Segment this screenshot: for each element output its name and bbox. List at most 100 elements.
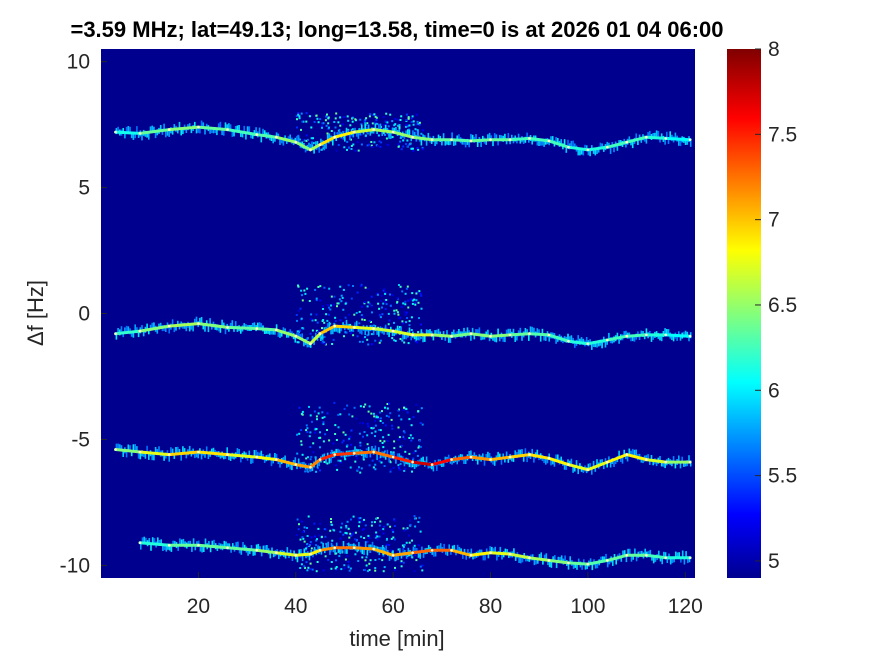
trace-halo-pixel	[183, 448, 186, 455]
trace-halo-pixel	[683, 460, 685, 467]
trace-halo-pixel	[662, 460, 665, 467]
trace-halo-pixel	[258, 452, 261, 459]
trace-segment	[489, 551, 512, 556]
trace-segment	[226, 128, 259, 137]
trace-segment	[528, 136, 551, 143]
trace-halo-pixel	[154, 132, 157, 139]
scatter-point	[416, 147, 419, 149]
scatter-point	[321, 126, 323, 129]
trace-segment	[352, 128, 376, 134]
scatter-point	[337, 459, 340, 462]
scatter-point	[410, 121, 413, 123]
trace-halo-pixel	[381, 545, 384, 551]
scatter-point	[354, 149, 357, 152]
scatter-point	[317, 286, 320, 288]
scatter-point	[358, 310, 361, 313]
scatter-point	[352, 285, 354, 287]
scatter-point	[321, 416, 324, 419]
trace-halo-pixel	[357, 132, 360, 139]
scatter-point	[297, 112, 300, 115]
scatter-point	[402, 322, 405, 325]
trace-halo-pixel	[165, 326, 167, 332]
trace-halo-pixel	[649, 458, 651, 465]
y-tick-label: 10	[67, 51, 90, 74]
trace-halo-pixel	[352, 326, 355, 333]
scatter-point	[323, 341, 326, 344]
scatter-point	[390, 451, 392, 454]
trace-halo-pixel	[192, 325, 194, 332]
scatter-point	[347, 564, 350, 567]
scatter-point	[346, 555, 349, 557]
chart-title: =3.59 MHz; lat=49.13; long=13.58, time=0…	[70, 17, 723, 42]
trace-halo-pixel	[192, 538, 195, 545]
scatter-point	[353, 313, 356, 316]
scatter-point	[370, 524, 373, 527]
trace-halo-pixel	[253, 322, 256, 329]
scatter-point	[321, 305, 324, 308]
trace-halo-pixel	[175, 324, 177, 331]
trace-halo-pixel	[601, 342, 603, 349]
trace-halo-pixel	[148, 538, 151, 545]
trace-halo-pixel	[482, 453, 484, 460]
scatter-point	[348, 313, 350, 316]
trace-point	[255, 455, 259, 459]
scatter-point	[368, 115, 371, 118]
trace-halo-pixel	[555, 337, 557, 344]
y-tick-label: -10	[60, 554, 90, 577]
trace-halo-pixel	[132, 444, 135, 451]
trace-halo-pixel	[541, 139, 544, 146]
scatter-point	[314, 319, 317, 322]
trace-halo-pixel	[204, 451, 206, 458]
scatter-point	[411, 299, 414, 302]
trace-point	[688, 556, 692, 560]
trace-halo-pixel	[659, 334, 661, 341]
trace-halo-pixel	[151, 537, 154, 544]
scatter-point	[405, 119, 408, 121]
trace-halo-pixel	[395, 127, 397, 133]
scatter-point	[386, 440, 389, 442]
scatter-point	[350, 429, 353, 432]
scatter-point	[403, 311, 406, 314]
trace-halo-pixel	[567, 333, 569, 340]
scatter-point	[373, 415, 376, 418]
scatter-point	[391, 529, 394, 532]
trace-halo-pixel	[137, 132, 140, 138]
scatter-point	[370, 432, 373, 435]
scatter-point	[398, 414, 401, 417]
trace-halo-pixel	[664, 328, 666, 335]
trace-segment	[566, 339, 590, 346]
trace-segment	[318, 453, 337, 462]
scatter-point	[415, 559, 418, 562]
trace-halo-pixel	[449, 336, 452, 343]
scatter-point	[306, 287, 309, 290]
trace-halo-pixel	[485, 548, 488, 555]
scatter-point	[349, 567, 352, 570]
scatter-point	[352, 143, 355, 146]
trace-halo-pixel	[464, 141, 467, 148]
trace-halo-pixel	[253, 450, 256, 456]
trace-halo-pixel	[676, 552, 679, 559]
trace-halo-pixel	[456, 458, 458, 465]
trace-halo-pixel	[248, 450, 251, 457]
trace-halo-pixel	[570, 140, 573, 147]
trace-halo-pixel	[262, 545, 265, 552]
trace-halo-pixel	[151, 322, 153, 329]
trace-halo-pixel	[468, 141, 470, 148]
scatter-point	[312, 336, 315, 339]
trace-halo-pixel	[594, 465, 597, 472]
trace-halo-pixel	[204, 128, 206, 135]
trace-segment	[625, 453, 648, 462]
scatter-point	[306, 543, 309, 546]
trace-halo-pixel	[364, 541, 367, 548]
trace-halo-pixel	[316, 141, 319, 148]
x-tick-label: 100	[570, 595, 605, 618]
trace-halo-pixel	[369, 451, 372, 458]
trace-halo-pixel	[260, 550, 263, 557]
scatter-point	[405, 143, 407, 145]
trace-halo-pixel	[660, 133, 663, 140]
trace-halo-pixel	[539, 335, 542, 342]
scatter-point	[375, 531, 378, 534]
scatter-point	[305, 547, 308, 550]
trace-halo-pixel	[623, 550, 626, 557]
trace-halo-pixel	[446, 330, 448, 337]
